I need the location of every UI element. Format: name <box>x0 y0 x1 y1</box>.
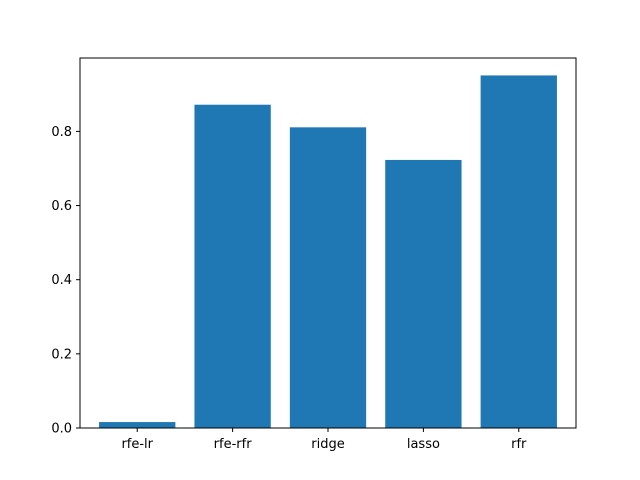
x-tick-label: ridge <box>311 437 344 452</box>
plot-frame <box>79 57 577 429</box>
bar-rfe-lr <box>99 422 176 428</box>
x-tick-label: lasso <box>407 437 440 452</box>
y-tick-label: 0.8 <box>51 125 72 140</box>
x-tick-label: rfr <box>511 437 527 452</box>
bars-group <box>99 75 557 428</box>
bar-ridge <box>289 127 367 428</box>
x-tick-label: rfe-lr <box>121 437 153 452</box>
y-tick-label: 0.0 <box>51 422 72 437</box>
x-tick-label: rfe-rfr <box>214 437 253 452</box>
x-axis-ticks: rfe-lr rfe-rfr ridge lasso rfr <box>121 428 527 452</box>
bar-rfe-rfr <box>194 104 271 428</box>
y-tick-label: 0.6 <box>51 199 72 214</box>
y-axis-ticks: 0.0 0.2 0.4 0.6 0.8 <box>51 125 80 437</box>
y-tick-label: 0.4 <box>51 273 72 288</box>
y-tick-label: 0.2 <box>51 347 72 362</box>
bar-lasso <box>385 159 462 428</box>
bar-rfr <box>480 75 557 428</box>
